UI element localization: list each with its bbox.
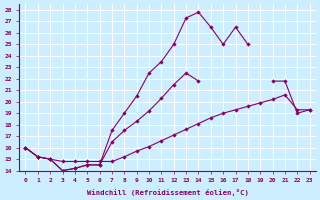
X-axis label: Windchill (Refroidissement éolien,°C): Windchill (Refroidissement éolien,°C) — [87, 189, 249, 196]
